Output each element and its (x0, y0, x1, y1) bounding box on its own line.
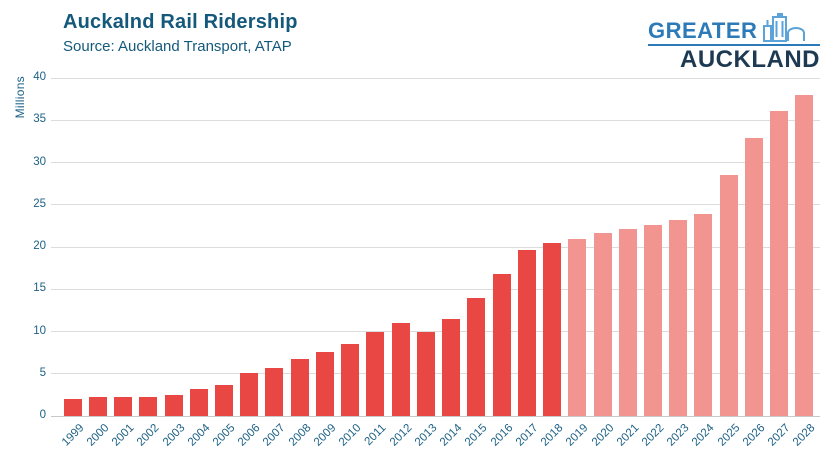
city-buildings-icon (763, 13, 806, 42)
gridline-0 (51, 415, 820, 417)
y-tick-label-15: 15 (33, 282, 46, 295)
bar-2004 (189, 388, 208, 416)
bar-2003 (164, 394, 183, 416)
bar-2025 (719, 175, 738, 416)
bar-2000 (88, 396, 107, 416)
chart-header: Auckalnd Rail Ridership Source: Auckland… (63, 10, 298, 56)
y-tick-label-40: 40 (33, 71, 46, 83)
bar-2012 (391, 323, 410, 416)
bar-2016 (492, 274, 511, 416)
bar-2022 (643, 225, 662, 416)
chart-subtitle: Source: Auckland Transport, ATAP (63, 38, 292, 55)
bar-2026 (744, 137, 763, 416)
bar-1999 (63, 399, 82, 416)
y-tick-label-20: 20 (33, 240, 46, 252)
bar-2011 (366, 332, 385, 416)
y-tick-label-30: 30 (33, 155, 46, 168)
bar-2014 (442, 318, 461, 416)
bar-2023 (669, 219, 688, 416)
gridline-15 (51, 288, 820, 290)
bar-2008 (290, 358, 309, 416)
y-tick-label-10: 10 (33, 324, 46, 337)
gridline-5 (51, 373, 820, 375)
logo-text-auckland: AUCKLAND (680, 46, 820, 73)
bar-2019 (568, 238, 587, 416)
y-tick-label-0: 0 (39, 409, 46, 421)
gridline-25 (51, 204, 820, 206)
bar-2021 (618, 229, 637, 416)
bar-2028 (795, 94, 814, 416)
bar-2009 (315, 351, 334, 416)
y-tick-label-35: 35 (33, 113, 46, 126)
bar-2002 (139, 397, 158, 416)
bar-2017 (517, 250, 536, 416)
bar-2018 (543, 242, 562, 416)
bar-2015 (467, 297, 486, 416)
gridline-20 (51, 246, 820, 248)
bar-2027 (770, 110, 789, 416)
gridline-35 (51, 119, 820, 121)
logo-text-greater: GREATER (648, 18, 758, 43)
bar-2020 (593, 233, 612, 416)
bar-2006 (240, 372, 259, 416)
y-tick-label-5: 5 (39, 366, 46, 379)
greater-auckland-logo: GREATER AUCKLAND (648, 12, 820, 72)
bar-2005 (215, 384, 234, 416)
gridline-30 (51, 162, 820, 163)
bar-2001 (114, 397, 133, 416)
bar-2010 (341, 344, 360, 416)
gridline-40 (51, 77, 820, 79)
logo-top-row: GREATER (648, 12, 820, 46)
bar-2024 (694, 214, 713, 416)
bar-2013 (416, 331, 435, 416)
y-tick-label-25: 25 (33, 197, 46, 210)
gridline-10 (51, 331, 820, 332)
page-title: Auckalnd Rail Ridership (63, 11, 298, 33)
bar-2007 (265, 367, 284, 416)
